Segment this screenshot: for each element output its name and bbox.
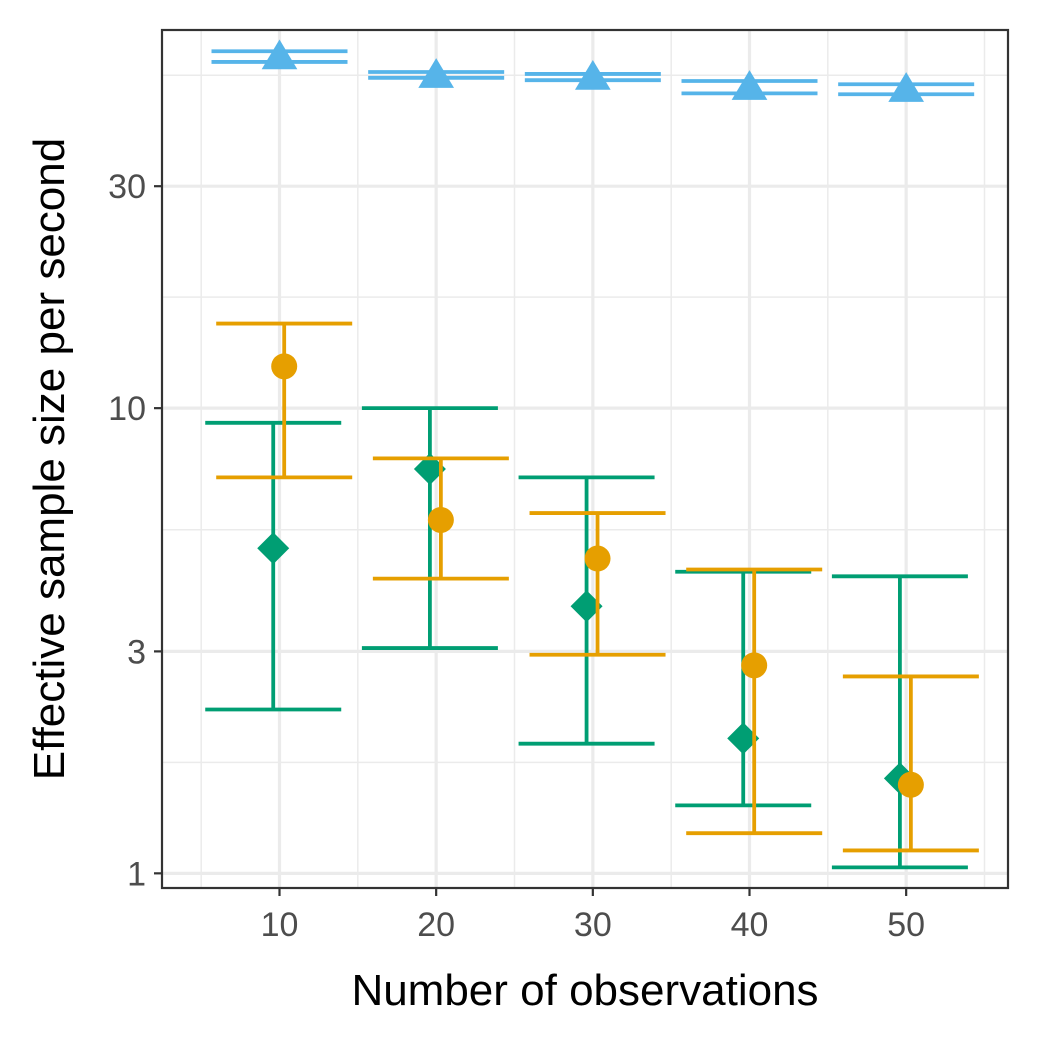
x-tick-label: 20 [417,906,455,944]
x-tick-label: 40 [731,906,769,944]
series-layer [205,39,979,870]
x-tick-label: 10 [261,906,299,944]
y-tick-label: 3 [127,633,146,671]
data-point-diamond [727,722,760,755]
series-triangle [211,39,975,102]
x-tick-label: 50 [887,906,925,944]
data-point-triangle [574,60,611,90]
panel-border [160,28,1010,890]
y-tick-label: 10 [108,390,146,428]
data-point-diamond [257,532,290,565]
data-point-circle [741,652,768,679]
x-axis-title: Number of observations [351,966,818,1015]
data-point-triangle [731,70,768,100]
data-point-circle [584,545,611,572]
y-axis-title: Effective sample size per second [25,138,74,780]
series-diamond [205,406,968,870]
data-point-circle [897,771,924,798]
axes: 10 20 30 40 50 1 3 10 30 [108,168,925,944]
data-point-triangle [888,72,925,102]
data-point-circle [271,353,298,380]
series-circle [216,321,979,853]
data-point-triangle [261,39,298,70]
x-tick-label: 30 [574,906,612,944]
data-point-circle [427,506,454,533]
data-point-diamond [413,452,446,485]
data-point-triangle [418,58,455,88]
y-tick-label: 30 [108,168,146,206]
y-tick-label: 1 [127,855,146,893]
data-point-diamond [570,590,603,623]
